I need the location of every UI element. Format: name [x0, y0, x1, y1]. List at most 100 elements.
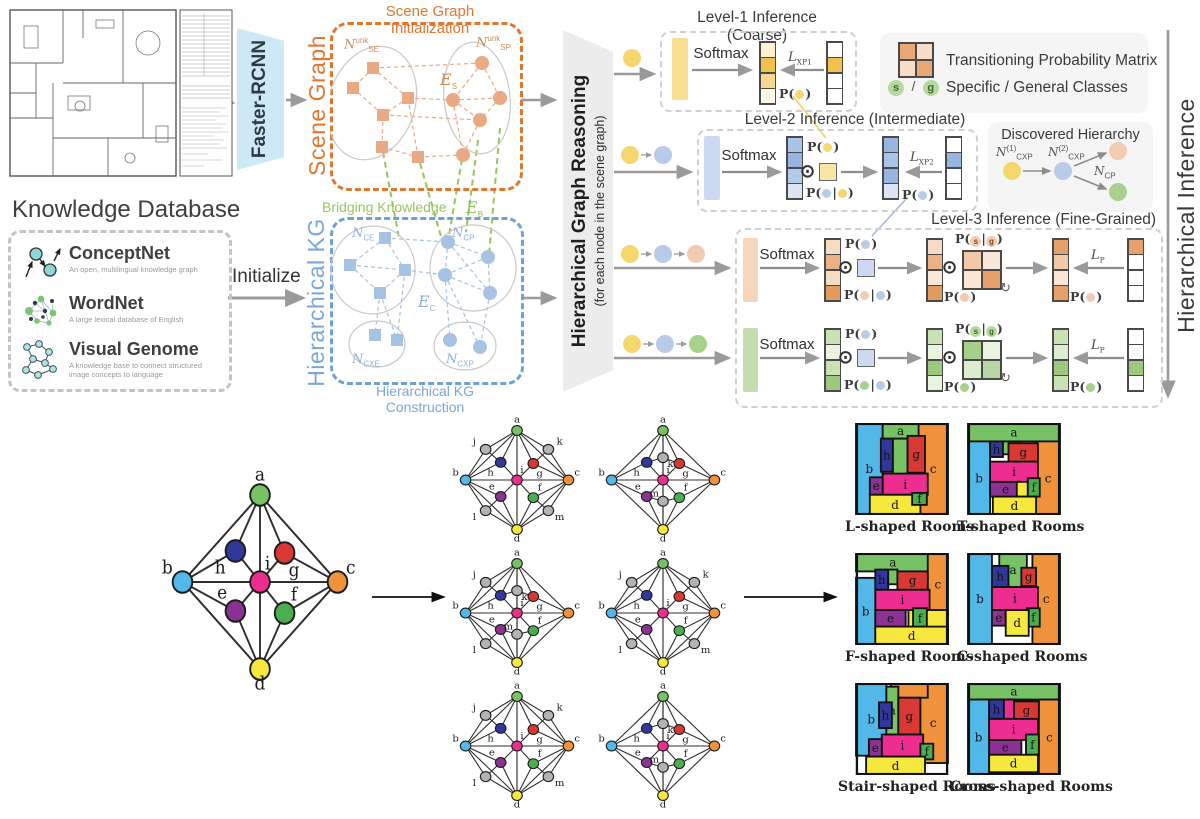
svg-text:b: b: [452, 734, 458, 745]
scene-graph-box: [330, 22, 523, 191]
visual-genome-desc: A knowledge base to connect structured i…: [69, 361, 203, 380]
svg-text:f: f: [291, 584, 299, 606]
initialize-label: Initialize: [232, 266, 301, 287]
svg-text:g: g: [536, 735, 542, 746]
svg-text:g: g: [536, 469, 542, 480]
l3g-loss: LP: [1091, 338, 1105, 355]
dh-ncp-label: NCP: [1094, 164, 1116, 181]
hkg-construction-label: Hierarchical KG Construction: [375, 383, 475, 415]
svg-text:d: d: [660, 534, 666, 545]
l3o-p-final: P(): [1070, 289, 1103, 304]
svg-text:c: c: [935, 577, 942, 591]
iterate-icon: ↻: [1000, 370, 1011, 385]
svg-text:m: m: [649, 489, 659, 500]
svg-text:f: f: [538, 749, 543, 760]
svg-text:g: g: [682, 469, 688, 480]
svg-text:i: i: [1012, 465, 1016, 479]
svg-text:l: l: [619, 645, 622, 656]
reasoning-title: Hierarchical Graph Reasoning: [569, 74, 591, 348]
svg-text:g: g: [1025, 570, 1033, 584]
svg-text:d: d: [660, 800, 666, 811]
level3-general-softmax: Softmax: [759, 336, 815, 353]
svg-text:b: b: [862, 605, 870, 619]
dh-n1-label: N(1)CXP: [996, 144, 1033, 162]
svg-text:d: d: [908, 629, 916, 643]
svg-text:i: i: [520, 731, 523, 742]
svg-text:a: a: [660, 548, 666, 559]
svg-text:g: g: [682, 602, 688, 613]
svg-text:g: g: [912, 447, 920, 461]
svg-text:a: a: [514, 415, 520, 426]
svg-text:k: k: [667, 725, 673, 736]
wordnet-icon: [25, 295, 57, 326]
transition-matrix-icon: [898, 42, 934, 78]
level2-target-vector: [945, 136, 962, 200]
svg-text:c: c: [930, 462, 937, 476]
room-caption-t: T-shaped Rooms: [957, 519, 1085, 535]
l3g-transition-matrix: [962, 340, 1002, 380]
l3o-p-parent: P(): [845, 236, 878, 251]
odot-icon: ⊙: [942, 347, 958, 367]
svg-text:h: h: [633, 601, 639, 612]
svg-text:c: c: [574, 468, 580, 479]
l3o-transition-matrix: [962, 250, 1002, 290]
hierarchical-inference-label: Hierarchical Inference: [1172, 97, 1199, 333]
svg-text:d: d: [514, 667, 520, 678]
svg-text:k: k: [703, 570, 709, 581]
svg-text:h: h: [993, 702, 1001, 716]
svg-text:g: g: [1023, 704, 1031, 718]
legend-sg-label: Specific / General Classes: [946, 79, 1128, 96]
svg-text:b: b: [452, 468, 458, 479]
svg-text:h: h: [487, 601, 493, 612]
hierarchical-kg-box: [330, 217, 524, 385]
e-c-label: EC: [418, 292, 436, 314]
l3o-p-cond: P(|): [844, 287, 892, 302]
odot-icon: ⊙: [838, 257, 854, 277]
loss-xp2-label: LXP2: [910, 150, 934, 167]
svg-text:e: e: [873, 479, 880, 493]
svg-text:f: f: [684, 616, 689, 627]
svg-text:g: g: [536, 602, 542, 613]
svg-text:f: f: [684, 749, 689, 760]
level1-p-label: P(): [779, 86, 812, 101]
bridging-links: [382, 127, 501, 256]
level2-title: Level-2 Inference (Intermediate): [744, 111, 966, 128]
svg-text:c: c: [930, 716, 937, 730]
svg-text:h: h: [487, 734, 493, 745]
floorplan-thumbnail: [9, 9, 233, 177]
level3-specific-bar: [743, 238, 758, 302]
reasoning-subtitle: (for each node in the scene graph): [593, 115, 608, 307]
svg-text:f: f: [918, 611, 924, 625]
svg-text:k: k: [557, 437, 563, 448]
svg-text:c: c: [720, 468, 726, 479]
svg-text:k: k: [667, 459, 673, 470]
svg-text:h: h: [996, 570, 1004, 584]
svg-text:g: g: [1019, 446, 1027, 460]
svg-text:a: a: [514, 681, 520, 692]
graph-variant-6: a b c d h g i e f k m: [598, 681, 726, 811]
level2-p-label: P(): [902, 187, 935, 202]
knowledge-database-box: ConceptNet An open, multilingual knowled…: [8, 230, 232, 392]
svg-text:d: d: [660, 667, 666, 678]
odot-icon: ⊙: [800, 161, 816, 181]
visual-genome-name: Visual Genome: [69, 339, 199, 359]
svg-text:b: b: [867, 712, 875, 726]
room-caption-l: L-shaped Rooms: [845, 519, 975, 535]
odot-icon: ⊙: [942, 257, 958, 277]
svg-text:m: m: [503, 622, 513, 633]
n-cxp-label: NCXP: [446, 352, 474, 369]
room-caption-f: F-shaped Rooms: [845, 649, 974, 665]
room-caption-stair: Stair-shaped Rooms: [838, 779, 996, 795]
l3g-p-final: P(): [1070, 379, 1103, 394]
svg-text:i: i: [666, 465, 669, 476]
conceptnet-name: ConceptNet: [69, 243, 171, 263]
room-caption-cross: Cross-shaped Rooms: [950, 779, 1113, 795]
svg-text:l: l: [473, 645, 476, 656]
l3g-p-cond: P(|): [844, 377, 892, 392]
l3g-p-parent: P(): [845, 326, 878, 341]
svg-text:l: l: [473, 512, 476, 523]
svg-text:i: i: [901, 593, 905, 607]
